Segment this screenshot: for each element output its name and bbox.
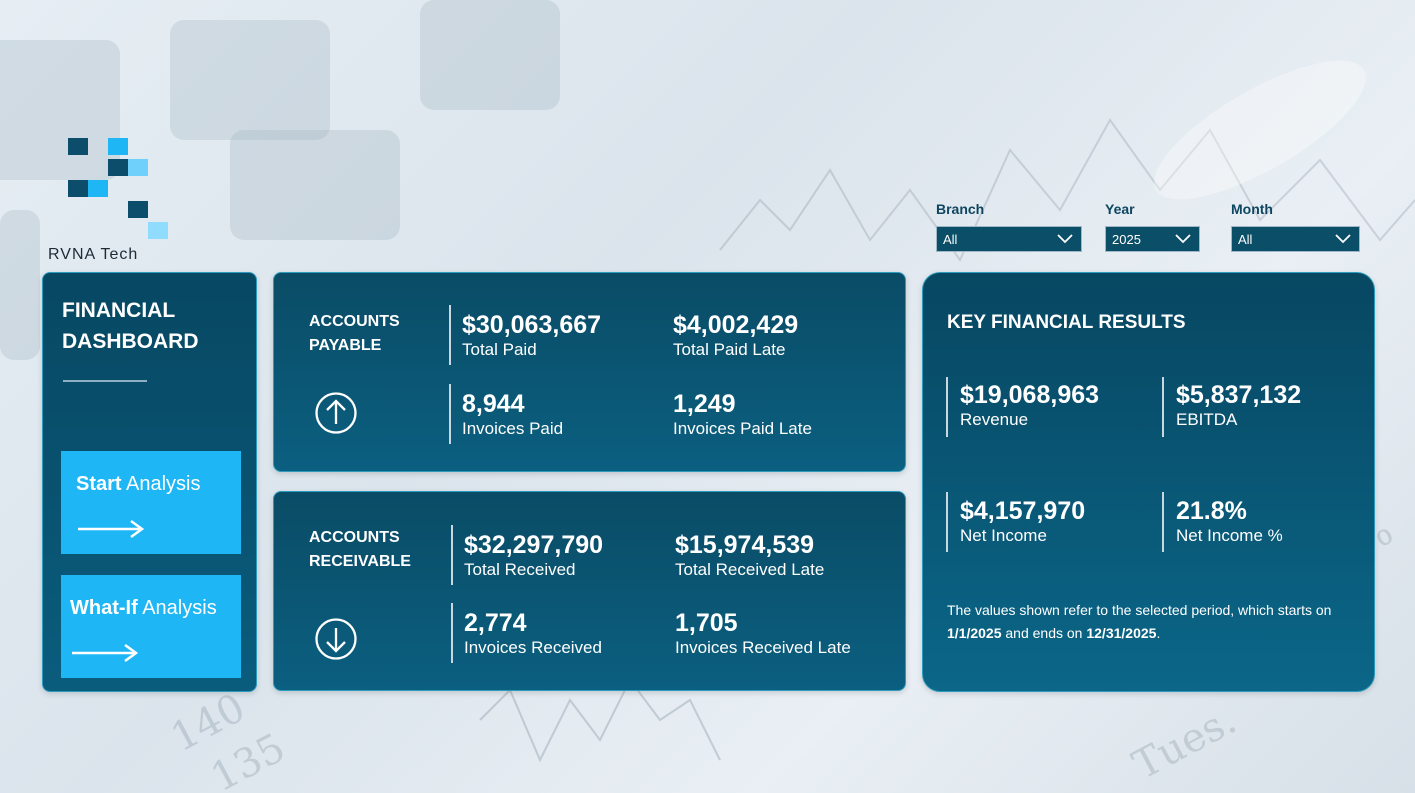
dashboard-title: FINANCIAL DASHBOARD (62, 295, 199, 357)
accounts-receivable-heading: ACCOUNTS RECEIVABLE (309, 526, 411, 574)
revenue-caption: Revenue (960, 410, 1029, 429)
divider (451, 603, 453, 663)
period-note-text: and ends on (1001, 625, 1087, 641)
accounts-receivable-heading-line1: ACCOUNTS (309, 529, 400, 546)
period-note-text: . (1156, 625, 1161, 641)
invoices-paid-late-metric: 1,249 Invoices Paid Late (673, 389, 812, 439)
total-received-late-caption: Total Received Late (675, 560, 825, 579)
key-financial-results-panel: KEY FINANCIAL RESULTS $19,068,963 Revenu… (922, 272, 1375, 692)
net-income-pct-value: 21.8% (1176, 497, 1247, 525)
branch-dropdown-value: All (943, 231, 958, 247)
month-filter: Month All (1231, 201, 1360, 252)
month-filter-label: Month (1231, 201, 1273, 217)
ebitda-metric: $5,837,132 EBITDA (1176, 380, 1301, 430)
invoices-paid-metric: 8,944 Invoices Paid (462, 389, 563, 439)
total-paid-late-caption: Total Paid Late (673, 340, 786, 359)
arrow-right-icon (72, 643, 139, 663)
dashboard-title-line1: FINANCIAL (62, 299, 176, 322)
invoices-received-late-value: 1,705 (675, 609, 738, 637)
period-start-date: 1/1/2025 (947, 625, 1002, 641)
accounts-payable-panel: ACCOUNTS PAYABLE $30,063,667 Total Paid … (273, 272, 906, 472)
chevron-down-icon (1175, 234, 1191, 244)
invoices-received-value: 2,774 (464, 609, 527, 637)
key-financial-results-title: KEY FINANCIAL RESULTS (947, 312, 1186, 333)
chevron-down-icon (1335, 234, 1351, 244)
branch-dropdown[interactable]: All (936, 226, 1082, 252)
sidebar-panel: FINANCIAL DASHBOARD Start Analysis What-… (42, 272, 257, 692)
period-note: The values shown refer to the selected p… (947, 599, 1352, 645)
invoices-received-late-caption: Invoices Received Late (675, 638, 851, 657)
year-filter-label: Year (1105, 201, 1135, 217)
total-received-metric: $32,297,790 Total Received (464, 530, 603, 580)
invoices-received-caption: Invoices Received (464, 638, 602, 657)
accounts-receivable-heading-line2: RECEIVABLE (309, 553, 411, 570)
year-dropdown-value: 2025 (1112, 231, 1141, 247)
invoices-paid-value: 8,944 (462, 390, 525, 418)
net-income-pct-caption: Net Income % (1176, 526, 1283, 545)
logo-text: RVNA Tech (48, 246, 139, 263)
arrow-up-circle-icon (315, 392, 357, 434)
month-dropdown-value: All (1238, 231, 1253, 247)
net-income-metric: $4,157,970 Net Income (960, 496, 1085, 546)
invoices-paid-late-value: 1,249 (673, 390, 736, 418)
what-if-analysis-button[interactable]: What-If Analysis (61, 575, 241, 678)
arrow-down-circle-icon (315, 618, 357, 660)
total-received-caption: Total Received (464, 560, 576, 579)
invoices-paid-late-caption: Invoices Paid Late (673, 419, 812, 438)
invoices-paid-caption: Invoices Paid (462, 419, 564, 438)
branch-filter: Branch All (936, 201, 1082, 252)
start-analysis-button[interactable]: Start Analysis (61, 451, 241, 554)
divider (946, 377, 948, 437)
revenue-metric: $19,068,963 Revenue (960, 380, 1099, 430)
arrow-right-icon (78, 519, 145, 539)
year-dropdown[interactable]: 2025 (1105, 226, 1200, 252)
total-paid-late-metric: $4,002,429 Total Paid Late (673, 310, 798, 360)
ebitda-value: $5,837,132 (1176, 381, 1302, 409)
divider (1162, 377, 1164, 437)
divider (449, 305, 451, 365)
revenue-value: $19,068,963 (960, 381, 1100, 409)
net-income-caption: Net Income (960, 526, 1047, 545)
ebitda-caption: EBITDA (1176, 410, 1238, 429)
divider (63, 380, 147, 382)
month-dropdown[interactable]: All (1231, 226, 1360, 252)
invoices-received-metric: 2,774 Invoices Received (464, 608, 602, 658)
divider (946, 492, 948, 552)
year-filter: Year 2025 (1105, 201, 1200, 252)
accounts-payable-heading: ACCOUNTS PAYABLE (309, 310, 400, 358)
net-income-pct-metric: 21.8% Net Income % (1176, 496, 1283, 546)
start-analysis-label: Start Analysis (76, 473, 201, 496)
chevron-down-icon (1057, 234, 1073, 244)
total-received-late-value: $15,974,539 (675, 531, 815, 559)
dashboard-title-line2: DASHBOARD (62, 330, 199, 353)
period-end-date: 12/31/2025 (1086, 625, 1157, 641)
start-analysis-label-bold: Start (76, 473, 122, 495)
accounts-receivable-panel: ACCOUNTS RECEIVABLE $32,297,790 Total Re… (273, 491, 906, 691)
total-paid-value: $30,063,667 (462, 311, 602, 339)
period-note-text: The values shown refer to the selected p… (947, 602, 1332, 618)
start-analysis-label-rest: Analysis (121, 473, 201, 495)
accounts-payable-heading-line1: ACCOUNTS (309, 313, 400, 330)
company-logo: RVNA Tech (48, 138, 178, 264)
invoices-received-late-metric: 1,705 Invoices Received Late (675, 608, 851, 658)
accounts-payable-heading-line2: PAYABLE (309, 337, 382, 354)
total-received-value: $32,297,790 (464, 531, 604, 559)
total-paid-late-value: $4,002,429 (673, 311, 799, 339)
net-income-value: $4,157,970 (960, 497, 1086, 525)
divider (451, 525, 453, 585)
what-if-analysis-label-rest: Analysis (137, 597, 217, 619)
total-paid-metric: $30,063,667 Total Paid (462, 310, 601, 360)
what-if-analysis-label-bold: What-If (70, 597, 138, 619)
divider (449, 384, 451, 444)
divider (1162, 492, 1164, 552)
total-received-late-metric: $15,974,539 Total Received Late (675, 530, 824, 580)
total-paid-caption: Total Paid (462, 340, 537, 359)
what-if-analysis-label: What-If Analysis (70, 597, 217, 620)
branch-filter-label: Branch (936, 201, 985, 217)
